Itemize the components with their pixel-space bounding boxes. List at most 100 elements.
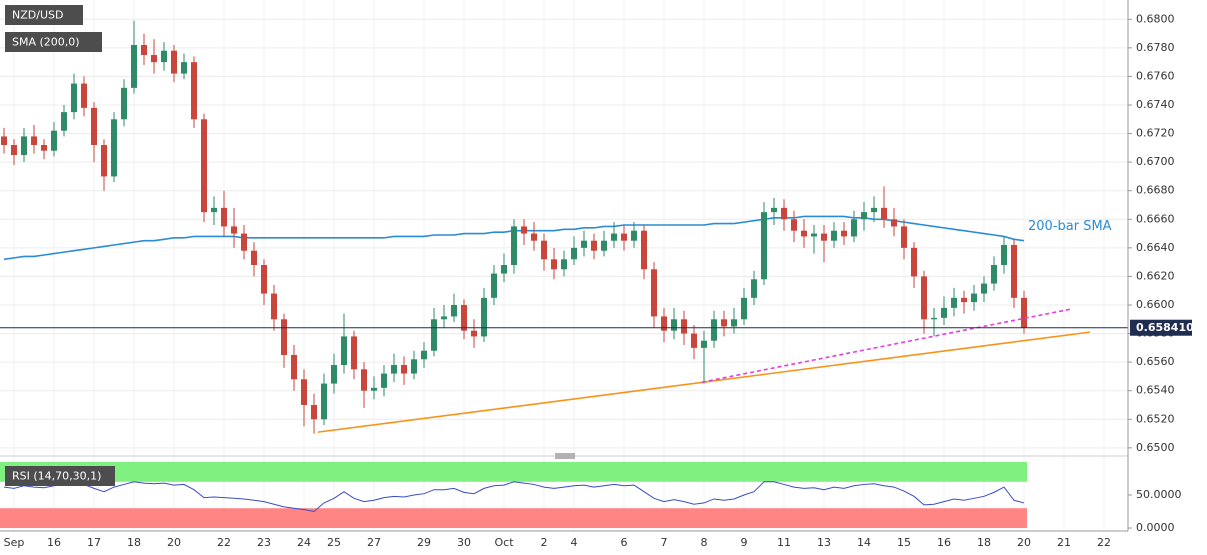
candle-body [521, 226, 527, 234]
candle-body [981, 283, 987, 294]
candle-body [301, 379, 307, 405]
y-tick-label: 0.6760 [1136, 69, 1175, 82]
x-tick-label: 22 [217, 536, 231, 549]
candle-body [751, 279, 757, 298]
x-tick-label: 8 [701, 536, 708, 549]
candle-body [681, 319, 687, 334]
candle-body [321, 383, 327, 420]
indicator-label: SMA (200,0) [12, 36, 80, 49]
candle-body [361, 369, 367, 391]
x-tick-label: 22 [1097, 536, 1111, 549]
candle-body [171, 50, 177, 74]
last-price-tag [1130, 319, 1192, 336]
x-tick-label: 9 [741, 536, 748, 549]
candle-body [861, 212, 867, 220]
candle-body [191, 62, 197, 120]
candle-body [311, 405, 317, 420]
x-tick-label: 18 [127, 536, 141, 549]
candle-body [11, 145, 17, 155]
candle-body [271, 293, 277, 320]
candle-body [511, 226, 517, 265]
candle-body [671, 319, 677, 331]
symbol-box [5, 5, 83, 25]
candle-body [421, 350, 427, 360]
candle-body [721, 319, 727, 327]
x-tick-label: 6 [621, 536, 628, 549]
candle-body [771, 207, 777, 213]
candle-body [441, 316, 447, 320]
candle-body [21, 136, 27, 155]
rsi-line [3, 481, 1025, 513]
x-tick-label: 23 [257, 536, 271, 549]
x-tick-label: 29 [417, 536, 431, 549]
rsi-pane: 0.0000 50.0000 [0, 461, 1182, 534]
x-tick-label: 11 [777, 536, 791, 549]
pane-handle[interactable] [555, 453, 575, 459]
candle-body [451, 305, 457, 317]
x-tick-label: 15 [897, 536, 911, 549]
candle-body [1021, 297, 1027, 328]
candle-body [781, 207, 787, 220]
sma-annotation: 200-bar SMA [1028, 219, 1112, 234]
symbol-label: NZD/USD [12, 9, 63, 22]
x-tick-label: Sep [4, 536, 25, 549]
candle-body [91, 107, 97, 145]
candle-body [161, 50, 167, 63]
overbought-band [0, 461, 1027, 482]
x-tick-label: 16 [47, 536, 61, 549]
x-tick-label: 30 [457, 536, 471, 549]
candle-body [121, 87, 127, 120]
candle-body [101, 145, 107, 177]
candle-body [211, 207, 217, 213]
candle-body [471, 330, 477, 337]
candle-body [341, 336, 347, 365]
x-tick-label: Oct [494, 536, 514, 549]
x-tick-label: 14 [857, 536, 871, 549]
y-tick-label: 0.6560 [1136, 355, 1175, 368]
x-tick-label: 25 [327, 536, 341, 549]
y-tick-label: 0.6500 [1136, 441, 1175, 454]
y-tick-label: 0.6520 [1136, 412, 1175, 425]
y-tick-label: 50.0000 [1136, 488, 1182, 501]
candle-body [371, 387, 377, 391]
x-tick-label: 4 [571, 536, 578, 549]
candle-body [81, 83, 87, 108]
candle-body [221, 207, 227, 227]
candle-body [141, 45, 147, 55]
x-tick-label: 13 [817, 536, 831, 549]
y-tick-label: 0.6660 [1136, 212, 1175, 225]
x-tick-label: 20 [1017, 536, 1031, 549]
x-tick-label: 7 [661, 536, 668, 549]
candle-body [241, 233, 247, 251]
candle-body [1, 136, 7, 145]
candle-body [1011, 245, 1017, 298]
x-tick-label: 18 [977, 536, 991, 549]
oversold-band [0, 508, 1027, 529]
x-tick-label: 17 [87, 536, 101, 549]
y-tick-label: 0.6540 [1136, 384, 1175, 397]
candle-body [31, 136, 37, 145]
labels: NZD/USD SMA (200,0) RSI (14,70,30,1) [5, 5, 115, 486]
y-tick-label: 0.6800 [1136, 12, 1175, 25]
y-tick-label: 0.6780 [1136, 41, 1175, 54]
candle-body [481, 297, 487, 337]
last-price-label: 0.658410 [1136, 321, 1194, 334]
y-tick-label: 0.6740 [1136, 98, 1175, 111]
candle-body [661, 316, 667, 331]
y-tick-label: 0.0000 [1136, 521, 1175, 534]
y-tick-label: 0.6620 [1136, 269, 1175, 282]
y-tick-label: 0.6720 [1136, 127, 1175, 140]
candle-body [151, 55, 157, 63]
candle-body [831, 230, 837, 241]
candle-body [621, 233, 627, 241]
indicator-box [5, 32, 102, 52]
candle-body [741, 297, 747, 320]
y-tick-label: 0.6680 [1136, 184, 1175, 197]
candle-body [651, 269, 657, 317]
candle-body [971, 293, 977, 303]
candle-body [411, 359, 417, 374]
candle-body [841, 230, 847, 237]
candle-body [611, 233, 617, 241]
candle-body [581, 240, 587, 248]
candle-body [181, 62, 187, 74]
